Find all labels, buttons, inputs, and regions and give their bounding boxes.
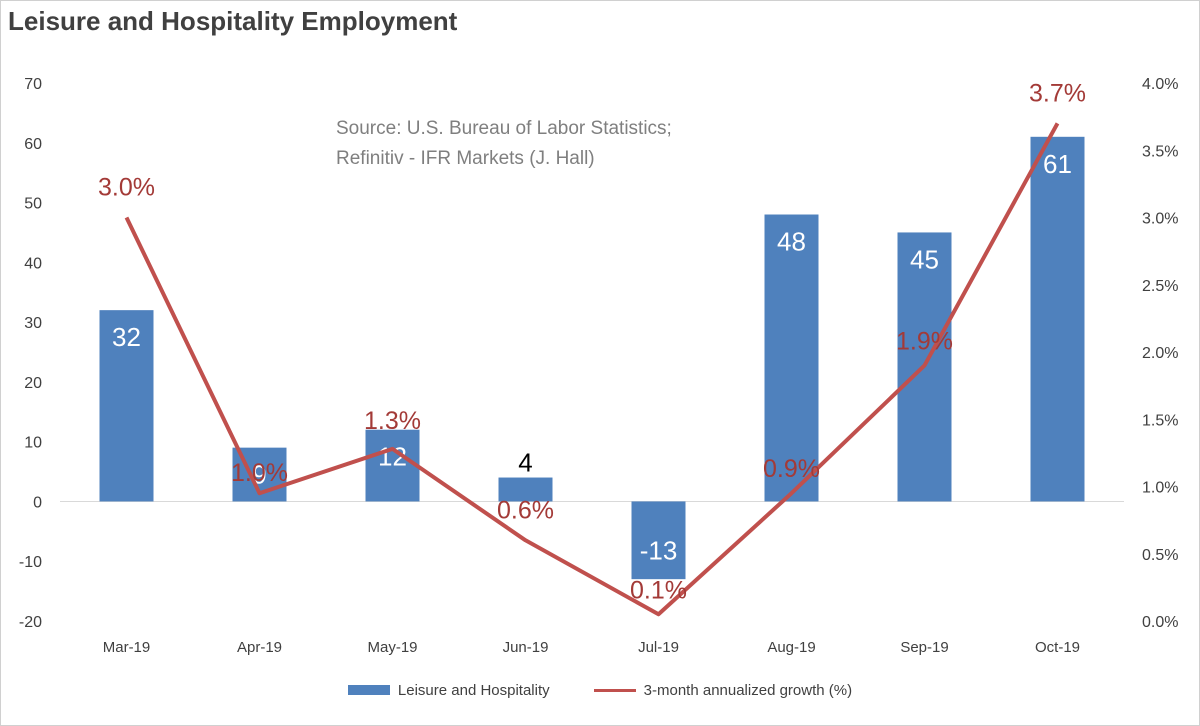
line-data-label: 0.9% bbox=[763, 455, 820, 483]
right-axis-tick-label: 4.0% bbox=[1142, 76, 1178, 93]
bar-data-label: 61 bbox=[1043, 149, 1072, 179]
bar-data-label: 4 bbox=[518, 448, 532, 478]
bar bbox=[365, 429, 420, 502]
right-axis-tick-label: 2.5% bbox=[1142, 278, 1178, 295]
right-axis-tick-label: 0.5% bbox=[1142, 547, 1178, 564]
right-axis-tick-label: 3.0% bbox=[1142, 211, 1178, 228]
legend-item-bars: Leisure and Hospitality bbox=[347, 681, 550, 699]
right-axis-tick-label: 1.5% bbox=[1142, 412, 1178, 429]
line-data-label: 1.0% bbox=[231, 459, 288, 487]
left-axis-tick-label: 40 bbox=[24, 255, 42, 272]
x-axis-tick-label: Jul-19 bbox=[638, 639, 679, 656]
line-data-label: 3.7% bbox=[1029, 79, 1086, 107]
legend: Leisure and Hospitality 3-month annualiz… bbox=[0, 678, 1200, 702]
source-line-1: Source: U.S. Bureau of Labor Statistics; bbox=[336, 118, 672, 139]
right-axis-tick-label: 3.5% bbox=[1142, 143, 1178, 160]
legend-label-bars: Leisure and Hospitality bbox=[397, 681, 550, 699]
legend-item-line: 3-month annualized growth (%) bbox=[593, 681, 853, 699]
left-axis-tick-label: 70 bbox=[24, 76, 42, 93]
x-axis-tick-label: Jun-19 bbox=[503, 639, 549, 656]
bar bbox=[1030, 136, 1085, 502]
source-line-2: Refinitiv - IFR Markets (J. Hall) bbox=[336, 148, 595, 169]
x-axis-tick-label: Apr-19 bbox=[237, 639, 282, 656]
line-data-label: 3.0% bbox=[98, 174, 155, 202]
x-axis-tick-label: Oct-19 bbox=[1035, 639, 1080, 656]
left-axis-tick-label: 0 bbox=[33, 494, 42, 511]
x-axis-tick-label: Sep-19 bbox=[900, 639, 948, 656]
left-axis-tick-label: 20 bbox=[24, 375, 42, 392]
left-axis-tick-label: 50 bbox=[24, 196, 42, 213]
x-axis-tick-label: Aug-19 bbox=[767, 639, 815, 656]
bar-data-label: 45 bbox=[910, 244, 939, 274]
left-axis-tick-label: -10 bbox=[19, 554, 42, 571]
source-annotation: Source: U.S. Bureau of Labor Statistics;… bbox=[336, 114, 672, 174]
legend-label-line: 3-month annualized growth (%) bbox=[643, 681, 853, 699]
growth-line bbox=[124, 122, 1060, 617]
left-axis-tick-label: -20 bbox=[19, 614, 42, 631]
legend-swatch-line bbox=[593, 688, 636, 692]
left-axis-tick-label: 30 bbox=[24, 315, 42, 332]
x-axis-tick-label: May-19 bbox=[367, 639, 417, 656]
left-axis-tick-label: 10 bbox=[24, 435, 42, 452]
legend-swatch-bars bbox=[347, 685, 390, 695]
bar bbox=[498, 477, 553, 502]
bar bbox=[764, 214, 819, 502]
line-data-label: 1.3% bbox=[364, 407, 421, 435]
bar bbox=[631, 501, 686, 580]
line-data-label: 0.6% bbox=[497, 496, 554, 524]
bar-data-label: 32 bbox=[112, 322, 141, 352]
bar-data-label: 48 bbox=[777, 227, 806, 257]
left-axis-tick-label: 60 bbox=[24, 136, 42, 153]
right-axis-tick-label: 2.0% bbox=[1142, 345, 1178, 362]
right-axis-tick-label: 1.0% bbox=[1142, 480, 1178, 497]
line-data-label: 0.1% bbox=[630, 576, 687, 604]
bar bbox=[99, 310, 154, 502]
x-axis-tick-label: Mar-19 bbox=[103, 639, 151, 656]
bar-data-label: -13 bbox=[640, 535, 678, 565]
right-axis-tick-label: 0.0% bbox=[1142, 614, 1178, 631]
line-data-label: 1.9% bbox=[896, 327, 953, 355]
chart-title: Leisure and Hospitality Employment bbox=[8, 6, 458, 36]
